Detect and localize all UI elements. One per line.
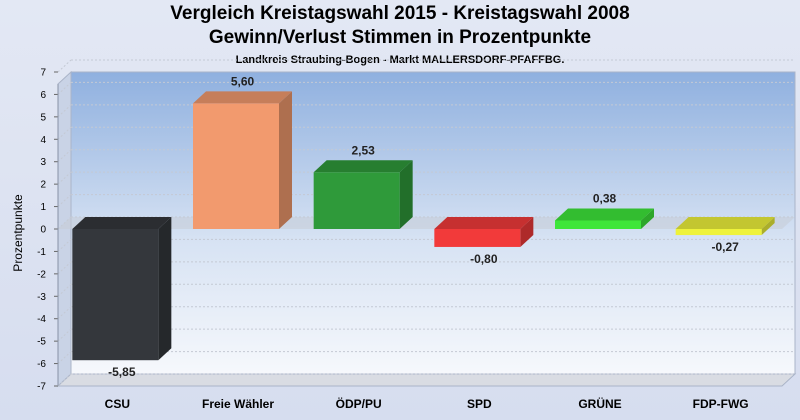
bar-side [641,208,654,229]
gridline-diag [57,82,72,95]
y-tick-label: -7 [37,382,46,393]
y-tick-label: 3 [40,157,46,168]
bar-side [158,217,172,361]
y-tick-label: 7 [40,68,46,79]
bar-top [313,160,413,173]
gridline-diag [57,328,72,342]
gridline-diag [57,283,72,297]
bar-top [72,217,172,229]
y-tick-label: 2 [40,180,46,191]
bar [555,220,641,229]
gridline-diag [57,149,72,163]
y-tick-label: -4 [37,314,46,325]
bar [193,103,279,229]
bar-side [761,217,775,236]
x-tick-label: GRÜNE [578,396,621,411]
gridline-diag [57,59,72,73]
x-tick-label: Freie Wähler [202,397,274,411]
bar-side [520,217,534,247]
bar-top [434,217,534,229]
y-tick-label: -1 [37,247,46,258]
bar [72,229,159,361]
bar-top [555,208,654,221]
y-tick-label: 6 [40,90,46,101]
bar-side [279,91,292,230]
bar [675,229,762,236]
gridline-diag [57,261,72,275]
gridline-diag [57,194,72,207]
y-axis-label: Prozentpunkte [11,194,25,272]
y-tick-label: -6 [37,359,46,370]
x-tick-label: ÖDP/PU [336,396,382,411]
gridline-diag [57,104,72,118]
gridline-diag [57,171,72,185]
y-tick-label: 0 [40,225,46,236]
gridline-diag [57,126,72,140]
bar [434,229,521,247]
plot-floor [56,373,797,387]
labels: -5,85 CSU 5,60 Freie Wähler 2,53 ÖDP/PU -0,80 S… [105,74,749,411]
bar-top [675,217,775,229]
chart-title: Vergleich Kreistagswahl 2015 - Kreistags… [170,3,630,24]
bar [313,172,400,229]
y-tick-label: 1 [40,202,46,213]
x-tick-label: SPD [467,397,492,411]
gridline-diag [57,239,72,252]
bars [72,91,775,361]
data-label: -0,27 [711,240,739,254]
x-tick-label: CSU [105,397,130,411]
gridline-diag [57,373,72,387]
bar-side [399,160,413,229]
axes: 7 6 5 4 3 2 1 0 -1 -2 -3 -4 -5 -6 -7 [37,68,59,393]
chart-subtitle: Gewinn/Verlust Stimmen in Prozentpunkte [208,27,592,48]
y-tick-label: 4 [40,135,46,146]
data-label: -5,85 [108,365,136,379]
gridline-diag [57,306,72,320]
y-tick-label: -5 [37,337,46,348]
y-tick-label: -2 [37,269,46,280]
bar-top [193,91,292,104]
y-tick-label: 5 [40,112,46,123]
data-label: 0,38 [593,191,617,205]
gridline-diag [57,351,72,364]
y-tick-label: -3 [37,292,46,303]
data-label: 5,60 [231,74,255,88]
x-tick-label: FDP-FWG [693,397,749,411]
data-label: 2,53 [351,143,375,157]
data-label: -0,80 [470,252,498,266]
